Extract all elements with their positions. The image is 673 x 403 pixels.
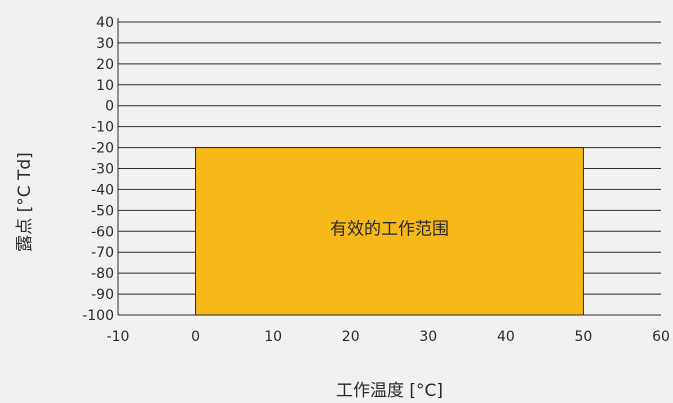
y-tick-label--50: -50 [91,203,114,219]
y-tick-label--60: -60 [91,224,114,240]
x-axis-title: 工作温度 [°C] [336,381,443,401]
x-tick-label-30: 30 [419,329,437,345]
y-tick-label--20: -20 [91,141,114,157]
y-tick-label-10: 10 [96,78,114,94]
region-rect-0 [195,147,584,316]
axis-labels: 工作温度 [°C] 露点 [°C Td] [15,152,443,401]
y-tick-label-20: 20 [96,57,114,73]
y-tick-label--10: -10 [91,120,114,136]
y-tick-label--30: -30 [91,162,114,178]
y-tick-label--80: -80 [91,266,114,282]
regions: 有效的工作范围 [195,147,584,316]
x-tick-label-20: 20 [342,329,360,345]
x-tick-label--10: -10 [107,329,130,345]
y-tick-label-30: 30 [96,36,114,52]
x-tick-label-60: 60 [652,329,670,345]
x-tick-label-0: 0 [191,329,200,345]
y-tick-label-40: 40 [96,15,114,31]
x-tick-label-10: 10 [264,329,282,345]
axes [117,18,661,316]
x-tick-label-40: 40 [497,329,515,345]
y-tick-label--40: -40 [91,182,114,198]
y-tick-label--100: -100 [82,308,114,324]
x-tick-label-50: 50 [575,329,593,345]
region-label-0: 有效的工作范围 [330,219,449,239]
tick-labels: 403020100-10-20-30-40-50-60-70-80-90-100… [82,15,670,345]
y-tick-label--90: -90 [91,287,114,303]
y-tick-label-0: 0 [105,99,114,115]
y-tick-label--70: -70 [91,245,114,261]
y-axis-title: 露点 [°C Td] [15,152,35,252]
